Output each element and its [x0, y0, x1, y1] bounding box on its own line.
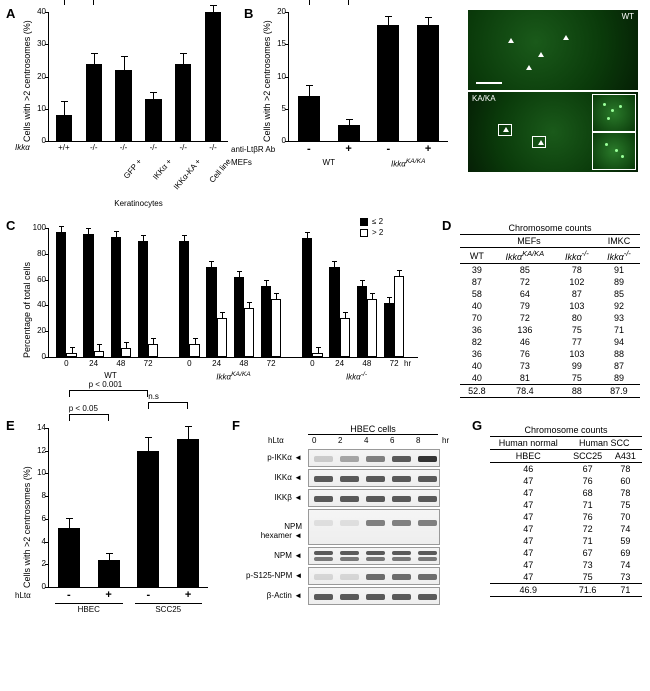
- pval-text: n.s: [148, 392, 159, 401]
- panel-e-label: E: [6, 418, 15, 433]
- panel-g-label: G: [472, 418, 482, 433]
- panel-a-ylabel: Cells with >2 centrosomes (%): [22, 20, 32, 142]
- panel-d-label: D: [442, 218, 451, 233]
- pval-text: p < 0.001: [89, 380, 123, 389]
- micrograph-kaka-label: KA/KA: [472, 94, 496, 103]
- micrograph-kaka: KA/KA: [468, 92, 638, 172]
- bar: [145, 99, 161, 141]
- panel-e-chart: 02468101214p < 0.05n.sp < 0.001-+-+hLtαH…: [48, 428, 208, 588]
- panel-c-label: C: [6, 218, 15, 233]
- xlabel: -/-: [109, 143, 139, 152]
- bar: [377, 25, 399, 141]
- xlabel: -/-: [168, 143, 198, 152]
- bar: [417, 25, 439, 141]
- row-label: Ikkα: [15, 143, 30, 152]
- panel-a-label: A: [6, 6, 15, 21]
- bar: [115, 70, 131, 141]
- panel-f-label: F: [232, 418, 240, 433]
- group-label: Keratinocytes: [49, 199, 228, 208]
- bar: [177, 439, 199, 587]
- panel-f-blots: HBEC cellshLtα02468hrp-IKKα ◄IKKα ◄IKKβ …: [248, 424, 468, 607]
- panel-c-ylabel: Percentage of total cells: [22, 262, 32, 358]
- xlabel: -/-: [198, 143, 228, 152]
- micrograph-wt-label: WT: [622, 12, 634, 21]
- panel-c-chart: 0204060801000244872WT0244872IkkαKA/KA024…: [48, 228, 418, 358]
- panel-d-table: Chromosome countsMEFsIMKCWTIkkαKA/KAIkkα…: [460, 222, 640, 398]
- micrograph-wt: WT: [468, 10, 638, 90]
- bar: [205, 12, 221, 141]
- panel-e-ylabel: Cells with >2 centrosomes (%): [22, 466, 32, 588]
- bar: [298, 96, 320, 141]
- legend-le2-box: [360, 218, 368, 226]
- legend-gt2-text: > 2: [372, 228, 383, 237]
- panel-g-table: Chromosome countsHuman normalHuman SCCHB…: [490, 424, 642, 597]
- bar: [98, 560, 120, 587]
- panel-b-label: B: [244, 6, 253, 21]
- bar: [137, 451, 159, 587]
- bar: [86, 64, 102, 141]
- bar: [175, 64, 191, 141]
- legend-le2-text: ≤ 2: [372, 217, 383, 226]
- pval-bracket: [69, 390, 149, 391]
- bar: [338, 125, 360, 141]
- roi-box-2: [532, 136, 546, 148]
- bar: [56, 115, 72, 141]
- xlabel: -/-: [139, 143, 169, 152]
- roi-box-1: [498, 124, 512, 136]
- pval-bracket: [69, 414, 109, 415]
- panel-b-ylabel: Cells with >2 centrosomes (%): [262, 20, 272, 142]
- inset-top: [592, 94, 636, 132]
- legend-gt2-box: [360, 229, 368, 237]
- scalebar: [476, 82, 502, 84]
- inset-bottom: [592, 132, 636, 170]
- pval-text: p < 0.05: [69, 404, 98, 413]
- panel-a-chart: 010203040p < 0.05p < 0.05p < 0.01+/+-/--…: [48, 12, 228, 142]
- bar: [58, 528, 80, 587]
- xlabel: -/-: [79, 143, 109, 152]
- pval-bracket: [148, 402, 188, 403]
- xlabel: +/+: [49, 143, 79, 152]
- panel-b-chart: 05101520p < 0.05n.sp < 0.001-+-+anti-Ltβ…: [288, 12, 448, 142]
